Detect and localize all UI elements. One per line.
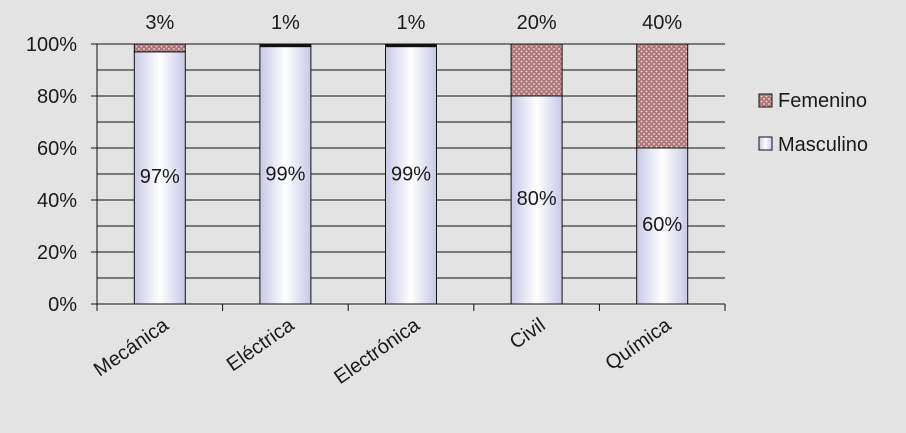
bar-femenino-1 xyxy=(259,43,312,48)
y-tick-label: 80% xyxy=(37,86,77,108)
bar-femenino-0 xyxy=(133,43,186,53)
data-label-masculino: 99% xyxy=(391,163,431,185)
x-tick-label: Mecánica xyxy=(90,314,173,382)
data-label-femenino: 3% xyxy=(145,12,174,34)
bar-femenino-4 xyxy=(636,43,689,149)
data-label-masculino: 99% xyxy=(265,163,305,185)
data-label-masculino: 60% xyxy=(642,214,682,236)
data-label-femenino: 1% xyxy=(271,12,300,34)
bar-masculino-1 xyxy=(259,46,312,305)
bar-femenino-2 xyxy=(385,43,437,48)
bar-masculino-3 xyxy=(510,95,563,305)
x-tick-label: Civil xyxy=(506,314,550,354)
bar-femenino-3 xyxy=(510,43,563,97)
x-tick-label: Eléctrica xyxy=(223,314,299,377)
x-tick-label: Química xyxy=(601,314,675,375)
legend: Femenino Masculino xyxy=(758,90,868,156)
y-tick-label: 40% xyxy=(37,190,77,212)
y-tick-label: 100% xyxy=(26,34,77,56)
legend-swatch-masculino xyxy=(758,136,773,151)
x-tick-label: Electrónica xyxy=(330,314,424,389)
legend-label-masculino: Masculino xyxy=(778,134,868,156)
data-label-masculino: 80% xyxy=(517,188,557,210)
data-label-femenino: 40% xyxy=(642,12,682,34)
data-label-femenino: 20% xyxy=(517,12,557,34)
bars xyxy=(133,43,689,305)
legend-swatch-femenino xyxy=(758,93,773,108)
y-tick-label: 60% xyxy=(37,138,77,160)
data-label-masculino: 97% xyxy=(140,166,180,188)
y-tick-label: 20% xyxy=(37,242,77,264)
data-label-femenino: 1% xyxy=(397,12,426,34)
legend-label-femenino: Femenino xyxy=(778,90,867,112)
axes: 0% 20% 40% 60% 80% 100% Mecánica Eléctrica Elect… xyxy=(26,34,726,389)
y-tick-label: 0% xyxy=(48,294,77,316)
data-labels: 97% 3% 99% 1% 99% 1% 80% 20% 60% 40% xyxy=(140,12,683,236)
